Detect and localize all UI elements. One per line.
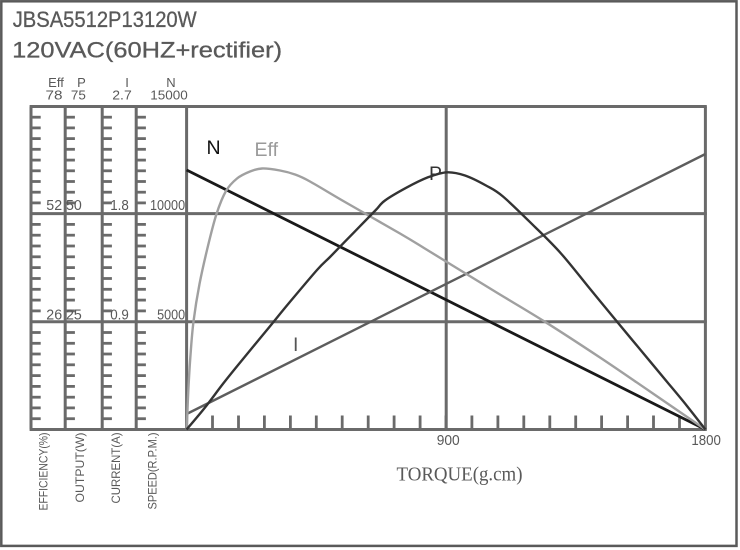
svg-text:900: 900: [437, 432, 460, 449]
svg-text:P: P: [77, 75, 86, 90]
svg-text:75: 75: [71, 87, 86, 102]
svg-text:OUTPUT(W): OUTPUT(W): [73, 433, 87, 503]
svg-text:15000: 15000: [150, 87, 188, 102]
svg-text:I: I: [125, 75, 129, 90]
svg-text:P: P: [429, 163, 442, 185]
svg-text:CURRENT(A): CURRENT(A): [109, 433, 123, 504]
svg-text:Eff: Eff: [255, 139, 279, 161]
svg-text:2.7: 2.7: [112, 87, 132, 102]
svg-text:N: N: [207, 137, 221, 159]
svg-text:1.8: 1.8: [110, 198, 129, 214]
svg-text:52: 52: [46, 198, 62, 214]
svg-text:0.9: 0.9: [110, 307, 129, 323]
svg-text:Eff: Eff: [48, 75, 64, 90]
svg-text:25: 25: [66, 307, 82, 323]
svg-text:78: 78: [46, 87, 63, 102]
svg-text:I: I: [293, 334, 298, 356]
svg-text:TORQUE(g.cm): TORQUE(g.cm): [397, 465, 523, 486]
svg-text:5000: 5000: [157, 307, 185, 323]
svg-text:10000: 10000: [150, 198, 185, 214]
svg-text:1800: 1800: [691, 432, 721, 449]
svg-text:JBSA5512P13120W: JBSA5512P13120W: [13, 7, 197, 32]
svg-text:120VAC(60HZ+rectifier): 120VAC(60HZ+rectifier): [12, 37, 282, 62]
svg-text:SPEED(R.P.M.): SPEED(R.P.M.): [145, 432, 159, 509]
svg-text:50: 50: [66, 198, 82, 214]
svg-text:EFFICIENCY(%): EFFICIENCY(%): [36, 432, 50, 510]
svg-text:26: 26: [46, 307, 62, 323]
svg-text:N: N: [166, 75, 175, 90]
